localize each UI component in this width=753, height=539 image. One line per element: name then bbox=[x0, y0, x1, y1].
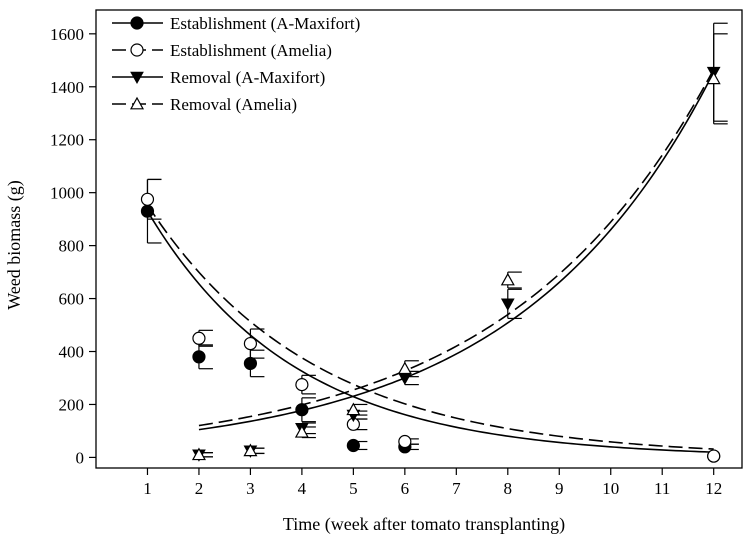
x-tick-label: 3 bbox=[246, 479, 255, 498]
data-markers bbox=[140, 66, 721, 463]
axes: 1 2 3 4 5 6 7 8 9 10 11 120200400600800100012001400… bbox=[50, 9, 743, 498]
legend-label: Establishment (Amelia) bbox=[170, 41, 332, 60]
legend-label: Removal (A-Maxifort) bbox=[170, 68, 325, 87]
data-point-series-4 bbox=[500, 272, 515, 286]
data-point-series-1 bbox=[192, 350, 206, 364]
data-point-series-2 bbox=[243, 336, 258, 351]
data-point-series-2 bbox=[707, 449, 721, 463]
x-tick-label: 4 bbox=[298, 479, 307, 498]
x-tick-label: 1 bbox=[143, 479, 152, 498]
y-tick-label: 1600 bbox=[50, 25, 84, 44]
data-point-series-4 bbox=[191, 447, 206, 461]
fit-curve-series-4 bbox=[198, 68, 715, 427]
y-tick-label: 1200 bbox=[50, 131, 84, 150]
data-point-series-4 bbox=[243, 443, 258, 457]
data-point-series-4 bbox=[346, 402, 361, 416]
data-point-series-4 bbox=[294, 425, 309, 438]
legend-marker bbox=[130, 71, 144, 85]
x-tick-label: 11 bbox=[654, 479, 670, 498]
data-point-series-1 bbox=[295, 403, 309, 417]
data-point-series-1 bbox=[243, 356, 258, 371]
y-tick-label: 1400 bbox=[50, 78, 84, 97]
data-point-series-2 bbox=[192, 331, 206, 345]
legend: Establishment (A-Maxifort) Establishment … bbox=[112, 14, 360, 114]
y-tick-label: 800 bbox=[59, 237, 85, 256]
data-point-series-2 bbox=[140, 192, 155, 206]
y-tick-label: 400 bbox=[59, 343, 85, 362]
x-tick-label: 5 bbox=[349, 479, 358, 498]
data-point-series-2 bbox=[295, 378, 309, 392]
data-point-series-4 bbox=[397, 361, 412, 375]
y-tick-label: 1000 bbox=[50, 184, 84, 203]
legend-label: Removal (Amelia) bbox=[170, 95, 297, 114]
fit-curve-series-1 bbox=[146, 210, 714, 453]
y-tick-label: 0 bbox=[76, 448, 85, 467]
x-tick-label: 12 bbox=[705, 479, 722, 498]
legend-marker bbox=[130, 43, 144, 57]
data-point-series-3 bbox=[500, 298, 515, 311]
plot-frame bbox=[95, 9, 743, 469]
y-tick-label: 600 bbox=[59, 290, 85, 309]
x-tick-label: 6 bbox=[401, 479, 410, 498]
data-point-series-3 bbox=[397, 372, 412, 386]
x-axis-title: Time (week after tomato transplanting) bbox=[283, 514, 565, 535]
x-tick-label: 7 bbox=[452, 479, 461, 498]
y-tick-label: 200 bbox=[59, 395, 85, 414]
legend-marker bbox=[130, 16, 144, 30]
data-point-series-1 bbox=[346, 438, 360, 453]
fit-lines bbox=[146, 68, 715, 453]
fit-curve-series-3 bbox=[198, 71, 715, 431]
data-point-series-2 bbox=[398, 434, 412, 449]
data-point-series-4 bbox=[706, 71, 721, 85]
x-tick-label: 2 bbox=[195, 479, 204, 498]
legend-marker bbox=[129, 96, 145, 110]
x-tick-label: 8 bbox=[504, 479, 513, 498]
data-point-series-1 bbox=[140, 204, 155, 218]
x-tick-label: 9 bbox=[555, 479, 564, 498]
y-axis-title: Weed biomass (g) bbox=[4, 180, 25, 310]
legend-label: Establishment (A-Maxifort) bbox=[170, 14, 360, 33]
error-bars bbox=[146, 22, 728, 458]
fit-curve-series-2 bbox=[146, 204, 714, 450]
x-tick-label: 10 bbox=[602, 479, 619, 498]
